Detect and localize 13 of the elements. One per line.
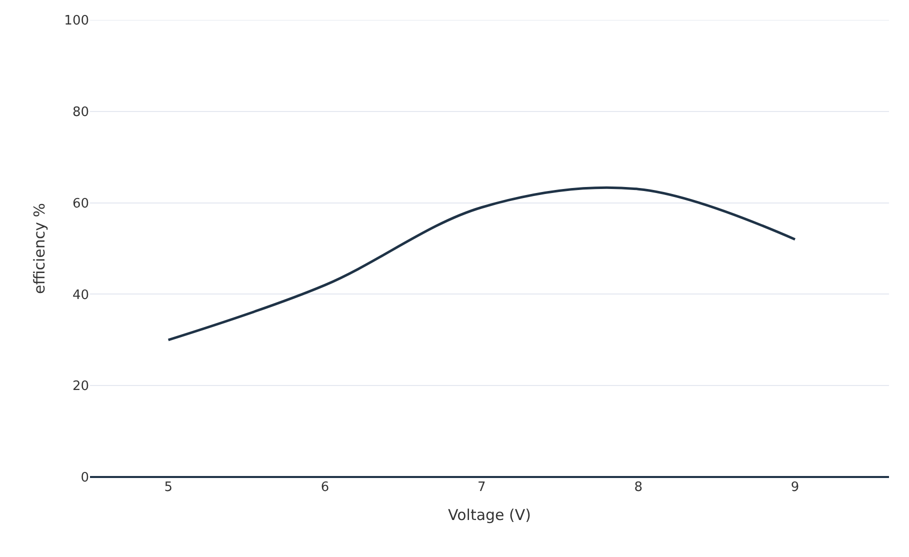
y-tick-label: 60 [72,196,89,212]
x-tick-label: 7 [478,480,486,495]
y-tick-label: 40 [72,288,89,303]
y-tick-label: 20 [72,379,89,394]
y-axis-title: efficiency % [30,202,48,294]
x-tick-label: 6 [320,480,330,495]
y-tick-label: 80 [72,104,89,120]
x-tick-label: 5 [164,480,172,495]
x-axis-title: Voltage (V) [448,506,531,524]
y-tick-label: 0 [80,470,89,486]
y-tick-label: 100 [64,14,89,29]
x-tick-label: 9 [790,480,800,495]
x-tick-label: 8 [634,480,642,495]
